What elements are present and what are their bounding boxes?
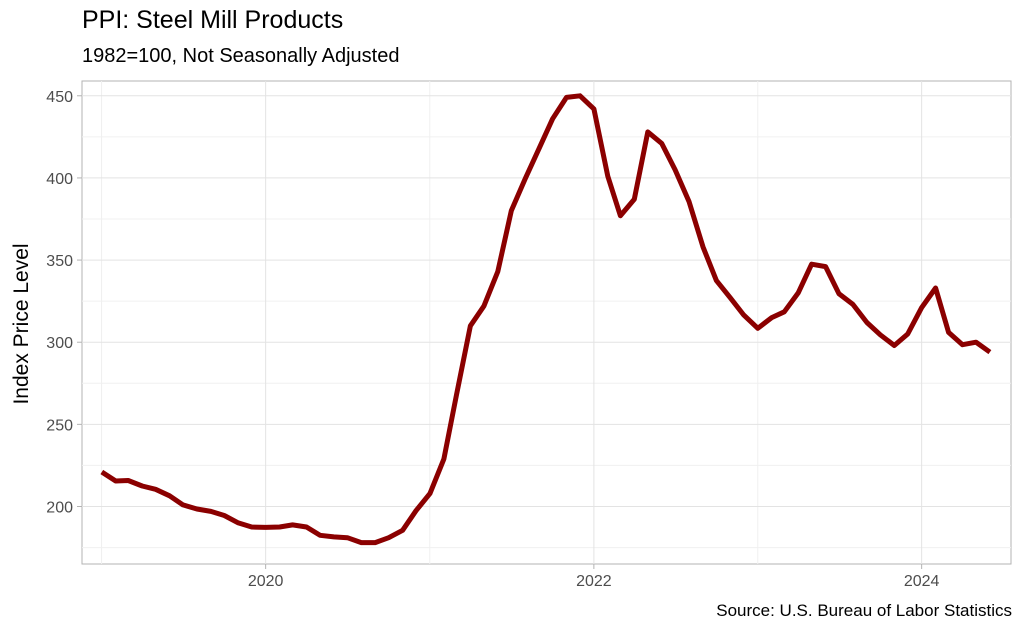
y-tick-label: 350	[46, 253, 73, 270]
x-axis-ticks: 2020 2022 2024	[248, 564, 940, 590]
source-caption: Source: U.S. Bureau of Labor Statistics	[716, 601, 1012, 620]
y-tick-label: 250	[46, 417, 73, 434]
y-tick-label: 450	[46, 89, 73, 106]
major-gridlines	[82, 81, 1011, 564]
y-tick-label: 400	[46, 171, 73, 188]
y-tick-label: 300	[46, 335, 73, 352]
series-line	[100, 93, 992, 546]
plot-panel	[81, 80, 1012, 565]
y-tick-label: 200	[46, 500, 73, 517]
x-tick-label: 2020	[248, 573, 284, 590]
x-tick-label: 2022	[576, 573, 612, 590]
chart-subtitle: 1982=100, Not Seasonally Adjusted	[82, 45, 400, 67]
y-axis-label: Index Price Level	[10, 243, 33, 404]
chart-title: PPI: Steel Mill Products	[82, 6, 344, 34]
x-tick-label: 2024	[904, 573, 940, 590]
y-axis-ticks: 200 250 300 350 400 450	[46, 89, 82, 517]
